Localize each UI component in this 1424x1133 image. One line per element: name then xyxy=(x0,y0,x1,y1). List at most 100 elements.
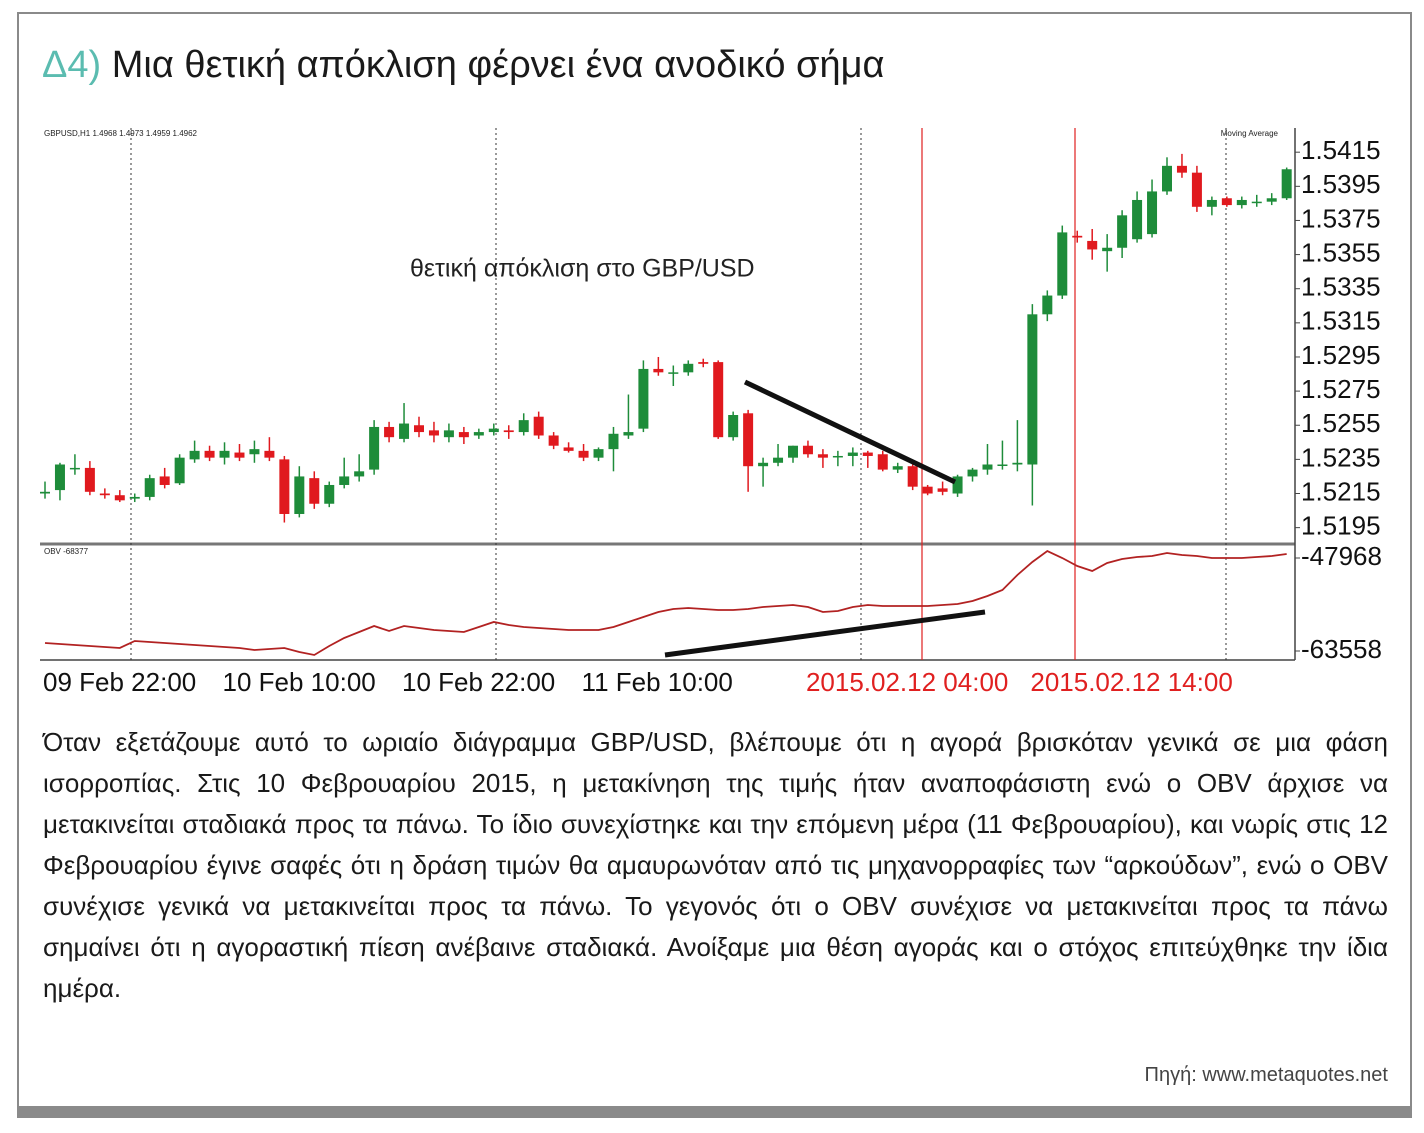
candle-body xyxy=(548,435,559,446)
y-tick-label: -63558 xyxy=(1301,634,1382,664)
candle-body xyxy=(922,486,933,494)
candle-body xyxy=(488,428,499,433)
candle-body xyxy=(1087,240,1098,250)
candle-body xyxy=(1281,169,1292,199)
candle-body xyxy=(324,484,335,504)
candle-body xyxy=(862,452,873,456)
y-tick-label: 1.5375 xyxy=(1301,203,1381,233)
y-tick-label: 1.5195 xyxy=(1301,511,1381,541)
trend-line xyxy=(664,609,986,658)
candle-body xyxy=(623,432,634,436)
candle-body xyxy=(1027,314,1038,465)
candle-body xyxy=(518,420,529,433)
candle-body xyxy=(294,476,305,514)
candle-body xyxy=(354,471,365,477)
x-tick-label: 09 Feb 22:00 xyxy=(43,667,196,697)
candle-body xyxy=(159,476,170,485)
candle-body xyxy=(892,466,903,470)
candle-body xyxy=(832,455,843,458)
candle-body xyxy=(1191,172,1202,207)
candle-body xyxy=(503,430,514,433)
candle-body xyxy=(1206,199,1217,207)
obv-header: OBV -68377 xyxy=(44,547,89,556)
candle-body xyxy=(399,423,410,439)
x-tick-label: 2015.02.12 14:00 xyxy=(1030,667,1232,697)
y-tick-label: 1.5295 xyxy=(1301,340,1381,370)
x-tick-label: 11 Feb 10:00 xyxy=(582,667,733,697)
candle-body xyxy=(982,464,993,470)
candle-body xyxy=(937,488,948,492)
y-tick-label: 1.5275 xyxy=(1301,374,1381,404)
candle-body xyxy=(683,363,694,373)
candle-body xyxy=(219,450,230,458)
candle-body xyxy=(728,415,739,438)
candle-body xyxy=(907,466,918,487)
indicator-label: Moving Average xyxy=(1221,129,1279,138)
candle-body xyxy=(1221,198,1232,206)
candle-body xyxy=(788,445,798,458)
candle-body xyxy=(174,457,185,484)
candle-body xyxy=(249,449,260,455)
candle-body xyxy=(414,425,424,433)
candle-body xyxy=(264,450,275,458)
candle-body xyxy=(713,362,724,438)
y-tick-label: 1.5235 xyxy=(1301,442,1381,472)
candle-body xyxy=(952,476,963,494)
candle-body xyxy=(1132,199,1143,240)
candle-body xyxy=(129,496,140,499)
candle-body xyxy=(817,454,828,458)
candle-body xyxy=(40,491,50,494)
frame xyxy=(17,12,1412,1108)
plot-background xyxy=(40,128,1295,660)
heading-label: Δ4) xyxy=(42,44,102,86)
candle-body xyxy=(847,452,858,456)
candle-body xyxy=(234,452,245,458)
source: Πηγή: www.metaquotes.net xyxy=(1144,1064,1388,1086)
candle-body xyxy=(563,447,574,451)
candle-body xyxy=(384,426,395,438)
x-tick-label: 10 Feb 22:00 xyxy=(402,667,555,697)
candle-body xyxy=(1162,165,1172,192)
candle-body xyxy=(743,413,754,467)
candle-body xyxy=(443,430,454,438)
y-tick-label: 1.5315 xyxy=(1301,306,1381,336)
chart: GBPUSD,H1 1.4968 1.4973 1.4959 1.4962 Mo… xyxy=(40,128,1382,697)
candle-body xyxy=(773,457,784,463)
candle-body xyxy=(279,459,290,514)
heading-title: Μια θετική απόκλιση φέρνει ένα ανοδικό σ… xyxy=(111,44,885,86)
x-tick-label: 2015.02.12 04:00 xyxy=(806,667,1008,697)
candle-body xyxy=(593,449,604,458)
marks: 1.5195 1.5215 1.5235 1.5255 1.5275 1.5295 1.53… xyxy=(40,135,1382,697)
candle-body xyxy=(1176,165,1187,173)
candle-body xyxy=(1042,295,1053,315)
y-tick-label: 1.5415 xyxy=(1301,135,1381,165)
candle-body xyxy=(1117,215,1128,248)
y-tick-label: 1.5395 xyxy=(1301,169,1381,199)
candle-body xyxy=(369,426,380,470)
candle-body xyxy=(1102,247,1113,252)
y-tick-label: 1.5335 xyxy=(1301,272,1381,302)
candle-body xyxy=(608,433,619,450)
x-tick-label: 10 Feb 10:00 xyxy=(223,667,376,697)
annotation: θετική απόκλιση στο GBP/USD xyxy=(410,255,755,283)
candle-body xyxy=(428,430,439,436)
candle-body xyxy=(189,450,200,460)
day-separators xyxy=(130,128,1227,660)
candle-body xyxy=(698,362,709,364)
candle-body xyxy=(1012,462,1023,465)
candle-body xyxy=(653,368,664,373)
candle-body xyxy=(204,450,215,458)
heading: Δ4) Μια θετική απόκλιση φέρνει ένα ανοδι… xyxy=(42,44,884,87)
candle-body xyxy=(802,445,813,455)
chart-header: GBPUSD,H1 1.4968 1.4973 1.4959 1.4962 xyxy=(44,129,198,138)
candle-body xyxy=(578,450,589,458)
candle-body xyxy=(144,478,155,497)
candle-body xyxy=(668,372,679,374)
candle-body xyxy=(1072,235,1083,238)
candle-body xyxy=(1236,199,1247,206)
candle-body xyxy=(967,469,978,477)
candle-body xyxy=(1266,198,1277,202)
candle-body xyxy=(758,462,769,467)
candle-body xyxy=(309,478,320,504)
candle-body xyxy=(458,432,469,438)
